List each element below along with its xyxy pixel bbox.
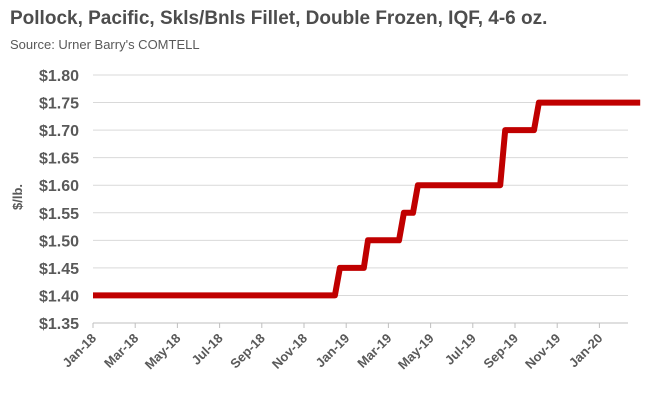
y-axis-ticks: $1.35 $1.40 $1.45 $1.50 $1.55 $1.60 $1.65 $1.70… xyxy=(39,68,79,333)
x-axis-ticks: Jan-18 Mar-18 May-18 Jul-18 Sep-18 Nov-18 Jan-… xyxy=(59,323,606,373)
x-tick-label: Jan-19 xyxy=(313,331,353,371)
x-tick-label: May-19 xyxy=(395,331,437,373)
y-axis-label: $/lb. xyxy=(10,184,25,210)
x-tick-label: Nov-18 xyxy=(269,331,310,372)
x-tick-label: Sep-19 xyxy=(480,331,521,372)
x-tick-label: Jan-18 xyxy=(59,331,99,371)
price-series-line xyxy=(93,99,641,299)
x-tick-label: Jul-19 xyxy=(442,331,479,368)
x-tick-label: Mar-18 xyxy=(101,331,141,371)
chart-title: Pollock, Pacific, Skls/Bnls Fillet, Doub… xyxy=(10,8,548,29)
y-tick-label: $1.60 xyxy=(39,178,79,195)
chart-subtitle: Source: Urner Barry's COMTELL xyxy=(10,37,200,52)
y-tick-label: $1.35 xyxy=(39,316,79,333)
gridlines xyxy=(93,74,628,324)
x-tick-label: Jan-20 xyxy=(566,331,606,371)
x-tick-label: May-18 xyxy=(142,331,184,373)
series-layer xyxy=(93,99,641,299)
x-tick-label: Jul-18 xyxy=(189,331,226,368)
y-tick-label: $1.65 xyxy=(39,151,79,168)
x-tick-label: Sep-18 xyxy=(227,331,268,372)
y-tick-label: $1.45 xyxy=(39,261,79,278)
x-tick-label: Nov-19 xyxy=(522,331,563,372)
y-tick-label: $1.50 xyxy=(39,233,79,250)
y-tick-label: $1.80 xyxy=(39,68,79,85)
y-tick-label: $1.70 xyxy=(39,123,79,140)
y-tick-label: $1.40 xyxy=(39,288,79,305)
y-tick-label: $1.55 xyxy=(39,206,79,223)
y-tick-label: $1.75 xyxy=(39,96,79,113)
x-tick-label: Mar-19 xyxy=(354,331,394,371)
